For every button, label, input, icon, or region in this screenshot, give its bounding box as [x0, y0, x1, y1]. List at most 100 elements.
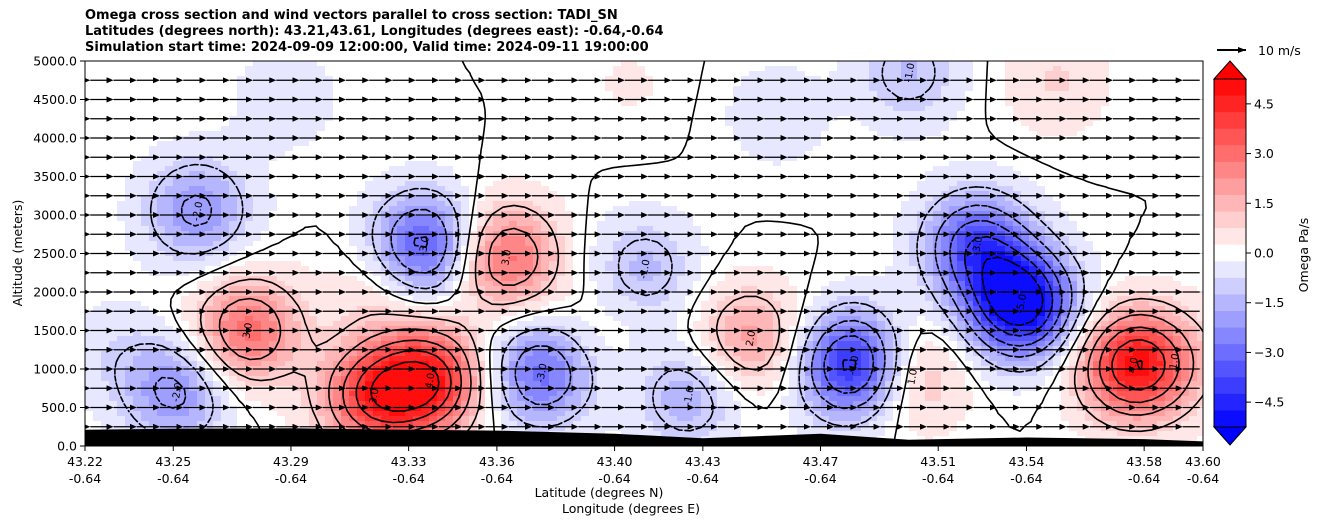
omega-cell — [501, 196, 510, 202]
omega-cell — [317, 346, 326, 352]
omega-cell — [229, 216, 238, 222]
omega-cell — [397, 276, 406, 282]
omega-cell — [509, 351, 518, 357]
omega-cell — [109, 186, 118, 192]
omega-cell — [421, 291, 430, 297]
omega-cell — [501, 271, 510, 277]
omega-cell — [365, 106, 374, 112]
omega-cell — [429, 101, 438, 107]
omega-cell — [557, 66, 566, 72]
omega-cell — [93, 86, 102, 92]
omega-cell — [461, 411, 470, 417]
omega-cell — [165, 306, 174, 312]
omega-cell — [189, 276, 198, 282]
omega-cell — [325, 211, 334, 217]
omega-cell — [229, 86, 238, 92]
omega-cell — [181, 216, 190, 222]
omega-cell — [525, 136, 534, 142]
omega-cell — [317, 241, 326, 247]
omega-cell — [573, 316, 582, 322]
omega-cell — [421, 336, 430, 342]
omega-cell — [517, 241, 526, 247]
omega-cell — [597, 96, 606, 102]
omega-cell — [389, 361, 398, 367]
omega-cell — [269, 316, 278, 322]
omega-cell — [253, 401, 262, 407]
omega-cell — [173, 111, 182, 117]
omega-cell — [229, 356, 238, 362]
omega-cell — [173, 266, 182, 272]
omega-cell — [253, 86, 262, 92]
omega-cell — [389, 136, 398, 142]
omega-cell — [237, 281, 246, 287]
omega-cell — [101, 201, 110, 207]
omega-cell — [349, 246, 358, 252]
omega-cell — [261, 321, 270, 327]
omega-cell — [469, 361, 478, 367]
omega-cell — [493, 101, 502, 107]
omega-cell — [341, 411, 350, 417]
omega-cell — [517, 416, 526, 422]
omega-cell — [533, 321, 542, 327]
omega-cell — [533, 76, 542, 82]
omega-cell — [173, 201, 182, 207]
omega-cell — [541, 241, 550, 247]
omega-cell — [277, 276, 286, 282]
omega-cell — [365, 86, 374, 92]
omega-cell — [189, 131, 198, 137]
omega-cell — [533, 296, 542, 302]
omega-cell — [533, 346, 542, 352]
omega-cell — [125, 256, 134, 262]
omega-cell — [477, 166, 486, 172]
omega-cell — [293, 61, 302, 67]
omega-cell — [477, 101, 486, 107]
omega-cell — [165, 256, 174, 262]
omega-cell — [421, 256, 430, 262]
omega-cell — [229, 341, 238, 347]
omega-cell — [365, 361, 374, 367]
omega-cell — [253, 256, 262, 262]
omega-cell — [301, 131, 310, 137]
omega-cell — [445, 81, 454, 87]
omega-cell — [317, 276, 326, 282]
omega-cell — [197, 276, 206, 282]
omega-cell — [301, 331, 310, 337]
omega-cell — [269, 421, 278, 427]
omega-cell — [237, 326, 246, 332]
omega-cell — [117, 66, 126, 72]
omega-cell — [397, 96, 406, 102]
omega-cell — [501, 381, 510, 387]
omega-cell — [541, 131, 550, 137]
omega-cell — [429, 106, 438, 112]
omega-cell — [141, 156, 150, 162]
omega-cell — [293, 151, 302, 157]
omega-cell — [357, 216, 366, 222]
omega-cell — [357, 221, 366, 227]
omega-cell — [301, 76, 310, 82]
omega-cell — [405, 261, 414, 267]
omega-cell — [437, 161, 446, 167]
omega-cell — [181, 121, 190, 127]
omega-cell — [509, 156, 518, 162]
omega-cell — [189, 406, 198, 412]
omega-cell — [181, 406, 190, 412]
omega-cell — [405, 96, 414, 102]
omega-cell — [429, 396, 438, 402]
omega-cell — [133, 206, 142, 212]
omega-cell — [597, 186, 606, 192]
omega-cell — [205, 381, 214, 387]
omega-cell — [589, 96, 598, 102]
omega-cell — [517, 401, 526, 407]
omega-cell — [349, 411, 358, 417]
omega-cell — [349, 66, 358, 72]
omega-cell — [285, 266, 294, 272]
omega-cell — [477, 371, 486, 377]
omega-cell — [549, 361, 558, 367]
omega-cell — [109, 351, 118, 357]
omega-cell — [589, 406, 598, 412]
omega-cell — [157, 396, 166, 402]
omega-cell — [293, 136, 302, 142]
omega-cell — [309, 241, 318, 247]
omega-cell — [413, 401, 422, 407]
omega-cell — [517, 221, 526, 227]
